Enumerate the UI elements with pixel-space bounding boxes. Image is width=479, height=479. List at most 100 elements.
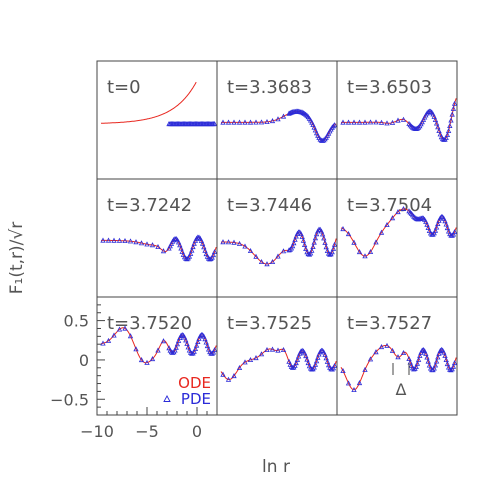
ode-line	[100, 81, 197, 124]
pde-marker	[433, 224, 440, 230]
pde-marker	[264, 261, 270, 267]
pde-marker	[356, 249, 363, 255]
pde-marker	[444, 225, 451, 231]
pde-marker	[291, 240, 297, 246]
pde-marker	[316, 351, 322, 357]
pde-marker	[406, 355, 412, 361]
pde-marker	[172, 347, 178, 353]
pde-marker	[253, 355, 259, 361]
pde-marker	[155, 347, 161, 353]
y-tick-label: 0	[79, 351, 89, 370]
pde-marker	[174, 341, 181, 347]
pde-marker	[449, 366, 455, 372]
pde-marker	[269, 346, 276, 352]
y-tick-label: 0.5	[64, 312, 89, 331]
pde-marker	[289, 243, 296, 249]
pde-marker	[345, 380, 352, 386]
pde-marker	[111, 237, 117, 243]
x-tick-label: −10	[80, 422, 114, 441]
pde-marker	[295, 353, 302, 359]
pde-marker	[236, 240, 243, 246]
pde-marker	[331, 362, 338, 368]
pde-marker	[220, 119, 226, 125]
pde-marker	[280, 248, 287, 254]
pde-marker	[436, 350, 442, 356]
pde-marker	[423, 350, 429, 356]
pde-marker	[310, 243, 316, 249]
pde-marker	[312, 235, 319, 241]
pde-marker	[311, 239, 317, 245]
pde-marker	[451, 360, 458, 366]
pde-marker	[303, 245, 309, 251]
pde-marker	[105, 237, 112, 243]
pde-marker	[187, 250, 194, 256]
pde-marker	[169, 349, 176, 355]
pde-marker	[242, 119, 248, 125]
pde-marker	[367, 119, 374, 125]
pde-marker	[275, 347, 281, 353]
pde-marker	[225, 239, 232, 245]
pde-marker	[211, 121, 218, 127]
pde-marker	[345, 231, 352, 237]
pde-marker	[435, 124, 441, 130]
pde-marker	[329, 249, 335, 255]
pde-marker	[293, 233, 299, 239]
pde-marker	[384, 120, 390, 126]
pde-marker	[438, 346, 445, 352]
pde-marker	[443, 356, 449, 362]
pde-marker	[303, 353, 309, 359]
pde-marker	[431, 365, 437, 371]
pde-marker	[356, 380, 363, 386]
pde-marker	[236, 119, 243, 125]
pde-marker	[166, 345, 172, 351]
pde-marker	[449, 111, 455, 117]
pde-marker	[189, 247, 195, 253]
pde-marker	[247, 247, 254, 253]
pde-marker	[202, 336, 208, 342]
pde-marker	[433, 120, 440, 126]
pde-marker	[105, 337, 112, 343]
panel-5: t=3.7446	[216, 178, 338, 298]
pde-marker	[168, 240, 175, 246]
pde-marker	[449, 232, 455, 238]
pde-marker	[242, 243, 248, 249]
pde-marker	[177, 242, 183, 248]
pde-marker	[389, 119, 396, 125]
pde-marker	[323, 355, 329, 361]
pde-marker	[199, 240, 206, 246]
pde-marker	[306, 251, 313, 257]
pde-marker	[313, 130, 320, 136]
pde-marker	[258, 258, 265, 264]
pde-marker	[210, 349, 217, 355]
pde-marker	[433, 358, 440, 364]
pde-marker	[451, 100, 458, 106]
pde-marker	[138, 240, 145, 246]
pde-marker	[351, 119, 357, 125]
delta-label: Δ	[396, 380, 407, 399]
pde-marker	[324, 358, 331, 364]
pde-marker	[210, 252, 217, 258]
pde-marker	[450, 231, 457, 237]
pde-marker	[319, 231, 326, 237]
pde-marker	[423, 218, 429, 224]
pde-marker	[395, 117, 401, 123]
pde-marker	[231, 239, 237, 245]
pde-marker	[450, 363, 457, 369]
pde-marker	[322, 351, 328, 357]
panel-frame	[336, 296, 458, 416]
pde-marker	[280, 113, 287, 119]
pde-marker	[242, 359, 248, 365]
pde-marker	[373, 349, 379, 355]
pde-marker	[389, 347, 396, 353]
pde-marker	[442, 218, 448, 224]
pde-marker	[193, 342, 200, 348]
panel-time-label: t=3.7504	[347, 195, 432, 216]
pde-marker	[160, 338, 167, 344]
pde-marker	[425, 358, 431, 364]
pde-marker	[378, 229, 385, 235]
panel-9: t=3.7527	[336, 296, 458, 416]
pde-marker	[122, 237, 128, 243]
pde-marker	[149, 356, 156, 362]
y-tick-label: −0.5	[50, 390, 89, 409]
pde-marker	[426, 227, 433, 233]
